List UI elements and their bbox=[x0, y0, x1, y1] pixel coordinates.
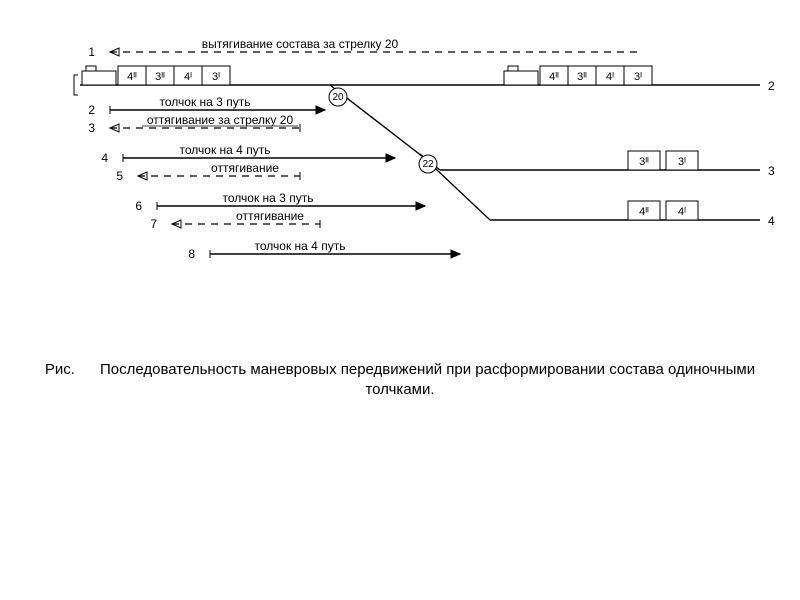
caption-text: Последовательность маневровых передвижен… bbox=[100, 361, 755, 398]
figure-caption: Рис. Последовательность маневровых перед… bbox=[0, 360, 800, 401]
caption-prefix: Рис. bbox=[45, 361, 75, 378]
svg-text:3ᴵᴵ: 3ᴵᴵ bbox=[639, 156, 649, 168]
svg-text:1: 1 bbox=[88, 45, 95, 59]
svg-text:20: 20 bbox=[332, 92, 344, 103]
svg-text:3: 3 bbox=[768, 164, 775, 178]
svg-text:4: 4 bbox=[101, 151, 108, 165]
svg-text:3ᴵᴵ: 3ᴵᴵ bbox=[155, 71, 165, 83]
svg-text:3ᴵ: 3ᴵ bbox=[212, 71, 220, 83]
diagram: вытягивание состава за стрелку 20 1 2 3 4 20 2… bbox=[0, 0, 800, 360]
svg-text:3ᴵᴵ: 3ᴵᴵ bbox=[577, 71, 587, 83]
svg-text:2: 2 bbox=[768, 79, 775, 93]
svg-text:оттягивание: оттягивание bbox=[211, 161, 279, 175]
svg-text:4ᴵᴵ: 4ᴵᴵ bbox=[639, 206, 649, 218]
svg-text:4ᴵ: 4ᴵ bbox=[678, 206, 686, 218]
svg-text:толчок на 3 путь: толчок на 3 путь bbox=[223, 191, 314, 205]
svg-text:22: 22 bbox=[422, 159, 434, 170]
svg-text:3: 3 bbox=[88, 121, 95, 135]
svg-text:3ᴵ: 3ᴵ bbox=[678, 156, 686, 168]
svg-text:4ᴵᴵ: 4ᴵᴵ bbox=[549, 71, 559, 83]
svg-text:толчок на 3 путь: толчок на 3 путь bbox=[160, 95, 251, 109]
svg-text:3ᴵ: 3ᴵ bbox=[634, 71, 642, 83]
svg-text:5: 5 bbox=[116, 169, 123, 183]
svg-text:оттягивание: оттягивание bbox=[236, 209, 304, 223]
svg-text:4ᴵ: 4ᴵ bbox=[606, 71, 614, 83]
svg-text:оттягивание за стрелку 20: оттягивание за стрелку 20 bbox=[147, 113, 294, 127]
svg-text:4ᴵ: 4ᴵ bbox=[184, 71, 192, 83]
svg-text:толчок на 4 путь: толчок на 4 путь bbox=[180, 143, 271, 157]
svg-text:4ᴵᴵ: 4ᴵᴵ bbox=[127, 71, 137, 83]
svg-text:8: 8 bbox=[188, 247, 195, 261]
svg-text:вытягивание состава за стрелку: вытягивание состава за стрелку 20 bbox=[202, 37, 399, 51]
svg-text:толчок на 4 путь: толчок на 4 путь bbox=[255, 239, 346, 253]
svg-text:6: 6 bbox=[135, 199, 142, 213]
svg-text:4: 4 bbox=[768, 214, 775, 228]
svg-text:2: 2 bbox=[88, 103, 95, 117]
svg-text:7: 7 bbox=[150, 217, 157, 231]
